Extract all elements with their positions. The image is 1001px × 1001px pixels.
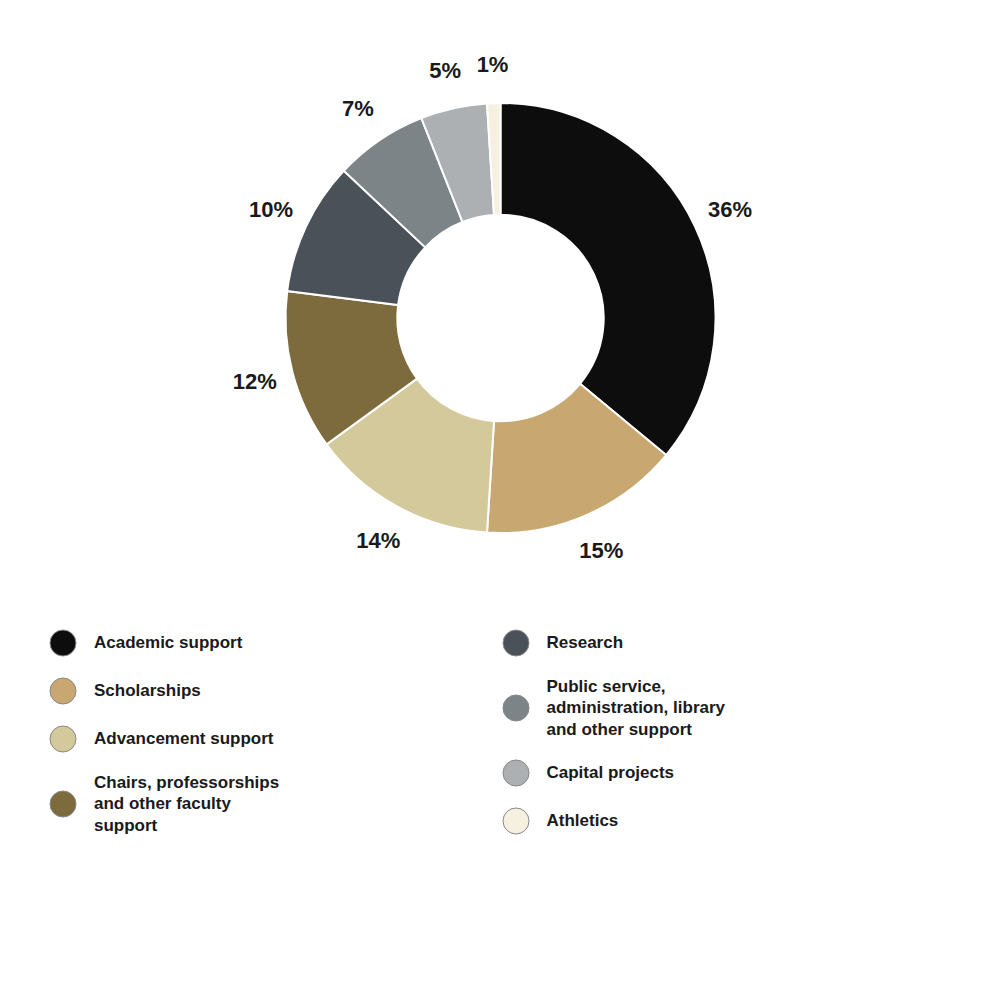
- html-text:and other support: and other support: [546, 719, 692, 739]
- html-text:Capital projects: Capital projects: [546, 763, 674, 783]
- svg-text:12%: 12%: [233, 369, 277, 394]
- svg-text:10%: 10%: [249, 197, 293, 222]
- html-text:administration, library: administration, library: [546, 698, 725, 718]
- html-text:Academic support: Academic support: [94, 633, 243, 653]
- html-text:Scholarships: Scholarships: [94, 681, 201, 701]
- svg-text:1%: 1%: [477, 52, 509, 77]
- html-text:Athletics: Athletics: [546, 811, 619, 831]
- svg-text:15%: 15%: [579, 538, 623, 563]
- html-text:Public service,: Public service,: [546, 677, 666, 696]
- svg-text:7%: 7%: [342, 96, 374, 121]
- html-text:support: support: [94, 815, 158, 835]
- html-text:Research: Research: [546, 633, 624, 653]
- svg-text:36%: 36%: [708, 197, 752, 222]
- html-text:and other faculty: and other faculty: [94, 794, 231, 814]
- html-text:Chairs, professorships: Chairs, professorships: [94, 773, 280, 792]
- svg-text:5%: 5%: [429, 58, 461, 83]
- svg-text:14%: 14%: [356, 528, 400, 553]
- html-text:Advancement support: Advancement support: [94, 729, 274, 749]
